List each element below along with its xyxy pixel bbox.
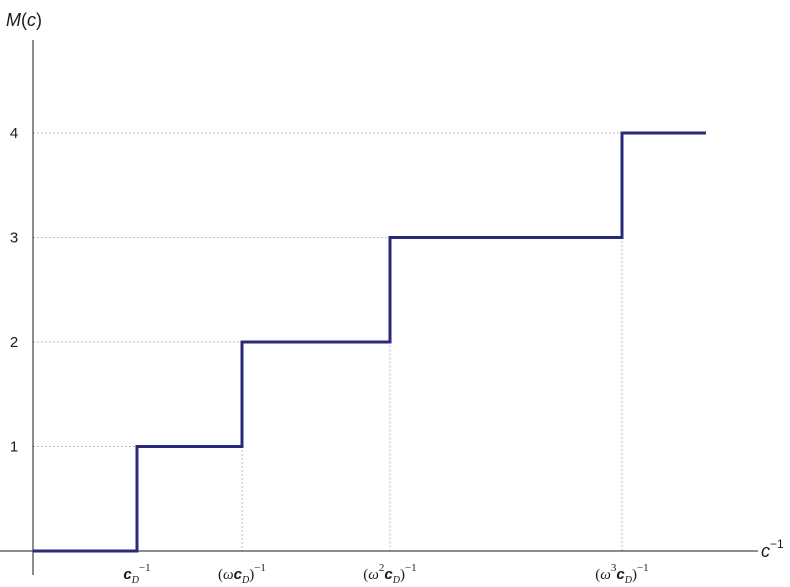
- x-tick-label: (ω3cD)−1: [595, 562, 648, 586]
- y-tick-labels: 1 2 3 4: [10, 125, 18, 456]
- x-tick-labels: cD−1 (ωcD)−1 (ω2cD)−1 (ω3cD)−1: [123, 562, 648, 586]
- series-step-line: [33, 131, 706, 553]
- y-tick-label: 3: [10, 230, 18, 247]
- x-tick-label: cD−1: [123, 562, 150, 586]
- y-tick-label: 2: [10, 334, 18, 351]
- x-tick-label: (ωcD)−1: [218, 562, 266, 586]
- y-tick-label: 4: [10, 125, 18, 142]
- y-tick-label: 1: [10, 439, 18, 456]
- x-axis-label: c−1: [761, 537, 784, 561]
- x-tick-label: (ω2cD)−1: [363, 562, 416, 586]
- y-axis-label: M(c): [6, 10, 42, 30]
